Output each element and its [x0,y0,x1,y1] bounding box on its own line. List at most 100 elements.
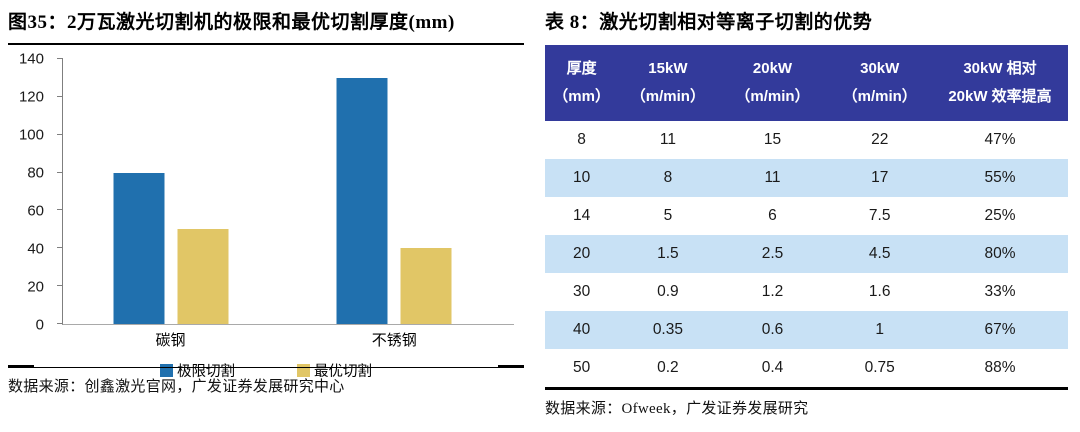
y-axis-tick-mark [57,209,63,211]
figure35-title: 图35：2万瓦激光切割机的极限和最优切割厚度(mm) [8,12,455,33]
y-axis-tick-mark [57,323,63,324]
table-cell: 0.4 [761,359,784,376]
legend-item-极限切割: 极限切割 [160,360,235,381]
table-cell: 6 [768,207,777,224]
legend-swatch-最优切割 [297,364,310,377]
table-cell: 30 [572,283,591,300]
legend-item-最优切割: 最优切割 [297,360,372,381]
column-header-厚度: 厚度 （mm） [545,45,618,121]
table-cell: 55% [984,169,1016,186]
y-axis-tick-label: 100 [18,126,44,144]
column-header-line2: （m/min） [630,88,705,105]
column-header-30kW: 30kW （m/min） [827,45,932,121]
table-cell: 1 [875,321,885,338]
y-axis-tick-mark [57,58,63,59]
y-axis-tick-label: 80 [27,164,44,182]
y-axis-tick-mark [57,133,63,135]
bar-最优切割-碳钢 [177,229,229,324]
figure35-panel: 图35：2万瓦激光切割机的极限和最优切割厚度(mm) 0 20 40 60 80 100 1… [8,6,524,396]
bar-最优切割-不锈钢 [400,248,452,324]
table-cell: 8 [663,169,673,186]
table-cell: 1.2 [761,283,784,300]
table-cell: 0.2 [657,359,679,376]
table-cell: 1.6 [868,283,891,300]
column-header-line2: （m/min） [842,88,917,105]
table-cell: 11 [764,169,781,186]
y-axis-tick-label: 0 [35,316,44,334]
x-axis-labels: 碳钢 不锈钢 [62,329,514,351]
y-axis-tick-label: 60 [27,202,44,220]
table-cell: 67% [984,321,1016,338]
bar-group-不锈钢 [336,59,452,324]
chart-plot-area [57,58,514,325]
table-cell: 15 [763,131,782,148]
table-cell: 0.6 [761,321,784,338]
table-row: 14 5 6 7.5 25% [545,197,1068,235]
column-header-30kW 相对: 30kW 相对 20kW 效率提高 [932,45,1068,121]
bar-极限切割-不锈钢 [336,77,388,324]
laser-vs-plasma-table: 厚度 （mm） 15kW （m/min） 20kW （m/min） 30kW （m/min） 3… [545,45,1068,390]
column-header-line2: 20kW 效率提高 [948,88,1052,105]
table-cell: 0.35 [652,321,683,338]
chart-legend: 极限切割 最优切割 [8,360,524,381]
column-header-line2: （m/min） [735,88,810,105]
table-cell: 47% [984,131,1016,148]
table-cell: 1.5 [657,245,679,262]
table-cell: 7.5 [868,207,891,224]
y-axis-tick-label: 140 [18,50,44,68]
y-axis-tick-mark [57,285,63,287]
table-row: 30 0.9 1.2 1.6 33% [545,273,1068,311]
table-body: 8 11 15 22 47% 10 8 11 17 55% 14 5 6 7.5 25% 20 1.5 2.5 4.… [545,121,1068,389]
table-cell: 5 [663,207,673,224]
table-cell: 50 [572,359,591,376]
column-header-line2: （mm） [553,88,610,105]
table-row: 10 8 11 17 55% [545,159,1068,197]
table8-source: 数据来源：Ofweek，广发证券发展研究 [545,401,809,417]
bar-chart: 0 20 40 60 80 100 120 140 碳钢 不锈钢 极限切割 最优切割 [8,52,524,380]
column-header-20kW: 20kW （m/min） [718,45,828,121]
table-cell: 0.9 [657,283,679,300]
table-cell: 0.75 [864,359,895,376]
legend-label-最优切割: 最优切割 [314,364,372,380]
table-cell: 40 [572,321,591,338]
table-cell: 4.5 [868,245,891,262]
column-header-line1: 厚度 [566,60,597,77]
y-axis-tick-mark [57,95,63,97]
table-row: 20 1.5 2.5 4.5 80% [545,235,1068,273]
table-cell: 17 [871,169,889,186]
column-header-line1: 30kW 相对 [963,60,1037,77]
table-row: 8 11 15 22 47% [545,121,1068,159]
bar-group-碳钢 [113,59,229,324]
y-axis-tick-mark [57,171,63,173]
table-header-row: 厚度 （mm） 15kW （m/min） 20kW （m/min） 30kW （m/min） 3… [545,45,1068,121]
y-axis: 0 20 40 60 80 100 120 140 [8,52,54,333]
x-axis-label-不锈钢: 不锈钢 [371,333,417,349]
table-header: 厚度 （mm） 15kW （m/min） 20kW （m/min） 30kW （m/min） 3… [545,45,1068,121]
table-cell: 33% [984,283,1016,300]
figure35-source: 数据来源：创鑫激光官网，广发证券发展研究中心 [8,379,345,395]
table-cell: 25% [984,207,1016,224]
table8-title: 表 8：激光切割相对等离子切割的优势 [545,12,873,33]
table-row: 50 0.2 0.4 0.75 88% [545,349,1068,389]
y-axis-tick-label: 20 [27,278,44,296]
bar-极限切割-碳钢 [113,172,165,324]
y-axis-tick-label: 40 [27,240,44,258]
table-cell: 2.5 [761,245,784,262]
y-axis-tick-label: 120 [18,88,44,106]
figure35-title-rule [8,43,524,45]
table-row: 40 0.35 0.6 1 67% [545,311,1068,349]
column-header-line1: 30kW [860,60,900,77]
legend-swatch-极限切割 [160,364,173,377]
table-cell: 14 [572,207,591,224]
y-axis-tick-mark [57,247,63,249]
legend-label-极限切割: 极限切割 [177,364,235,380]
column-header-line1: 20kW [752,60,793,77]
column-header-line1: 15kW [648,60,688,77]
table-cell: 80% [984,245,1016,262]
table-cell: 88% [984,359,1016,376]
table-cell: 10 [572,169,591,186]
table-cell: 8 [577,131,586,148]
x-axis-label-碳钢: 碳钢 [155,333,186,349]
column-header-15kW: 15kW （m/min） [618,45,717,121]
table-cell: 20 [572,245,591,262]
